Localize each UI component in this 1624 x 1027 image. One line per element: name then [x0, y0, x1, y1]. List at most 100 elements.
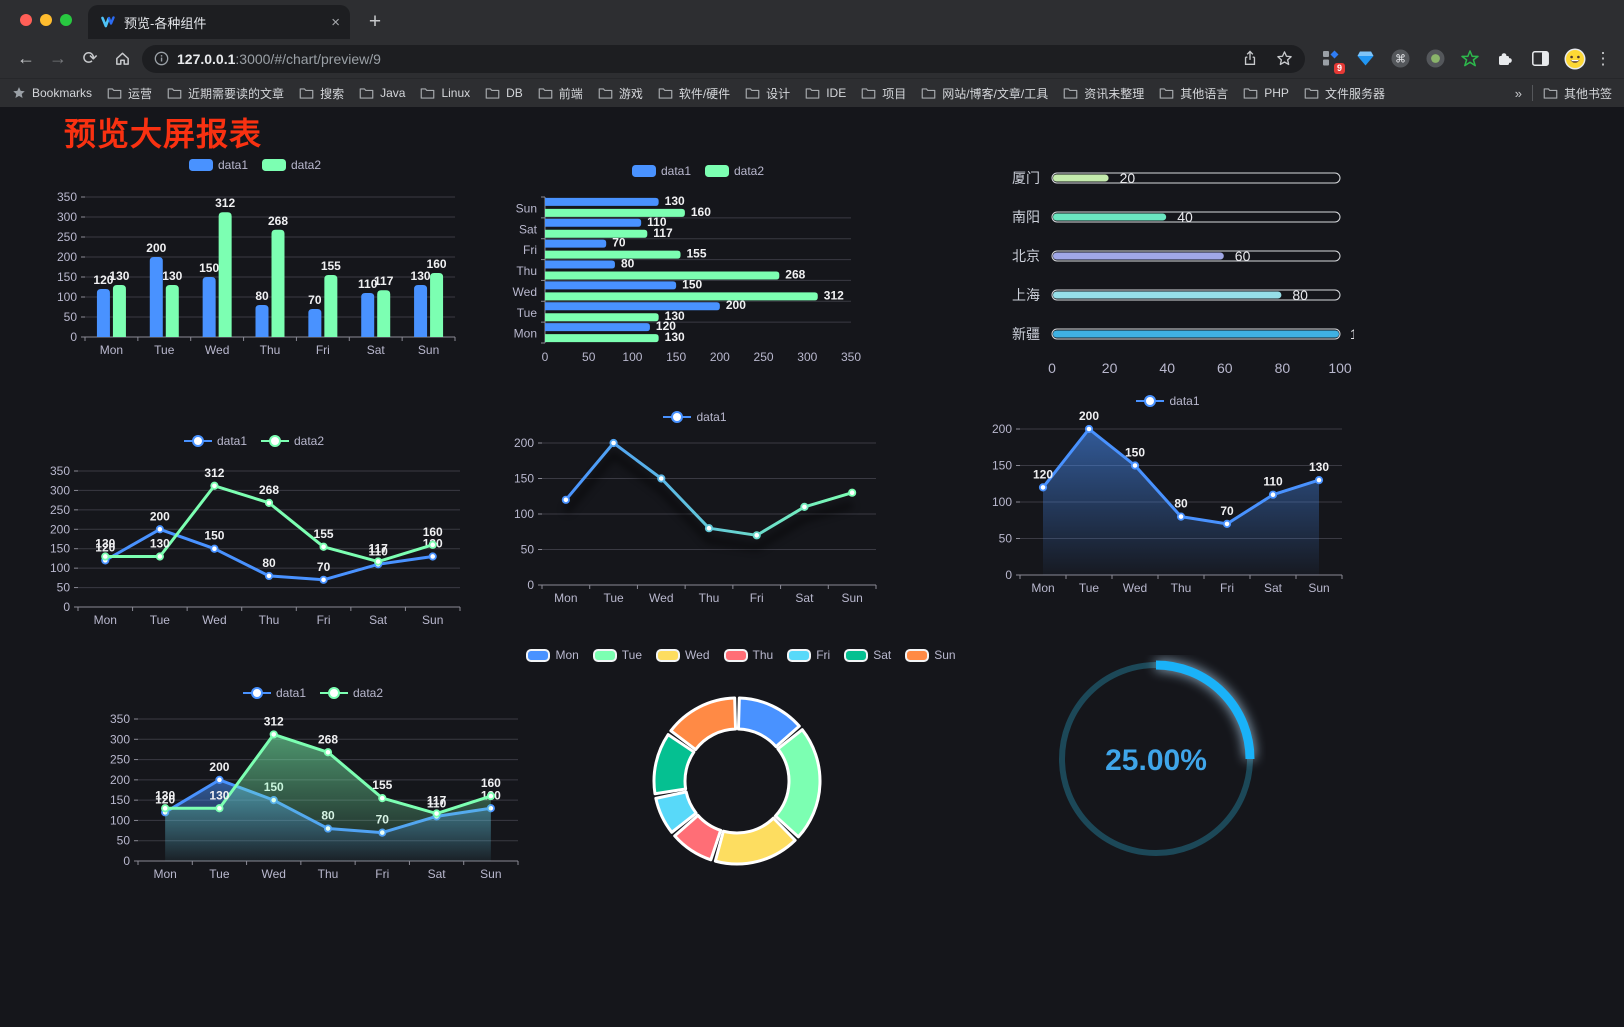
progress-fill-南阳[interactable]	[1053, 213, 1167, 221]
legend-item-Wed[interactable]: Wed	[656, 648, 710, 662]
gauge-canvas[interactable]: 25.00%	[1046, 655, 1266, 867]
point[interactable]	[264, 498, 274, 507]
legend-item-Fri[interactable]: Fri	[787, 648, 830, 662]
bar-vertical-chart[interactable]: data1 data2 0 50 100 150 200 250 300 350 Mon Tue Wed…	[45, 151, 465, 367]
series-data1[interactable]	[561, 438, 857, 551]
point[interactable]	[101, 552, 110, 561]
point[interactable]	[1268, 490, 1278, 499]
bookmark-folder[interactable]: 运营	[107, 85, 152, 102]
bookmark-folder[interactable]: 其他语言	[1159, 85, 1228, 102]
donut-chart[interactable]: Mon Tue Wed Thu Fri Sat Sun	[526, 641, 956, 881]
bar-data1[interactable]	[545, 302, 720, 311]
minimize-window-button[interactable]	[40, 14, 52, 26]
pie-slice-Sun[interactable]	[669, 696, 738, 752]
tab-close-icon[interactable]: ×	[331, 13, 340, 31]
line-gradient-canvas[interactable]: 0 50 100 150 200 Mon Tue Wed Thu Fri Sat Sun	[500, 401, 890, 621]
bar-data1[interactable]	[545, 239, 607, 248]
bookmark-folder[interactable]: 项目	[861, 85, 906, 102]
bar[interactable]	[324, 275, 338, 337]
forward-button[interactable]: →	[49, 48, 67, 68]
bar[interactable]	[149, 257, 163, 337]
point[interactable]	[264, 571, 274, 581]
point[interactable]	[323, 748, 333, 757]
legend-item-Thu[interactable]: Thu	[723, 648, 773, 662]
area-two-canvas[interactable]: 0 50 100 150 200 250 300 350 Mon Tue Wed Thu Fri Sat S…	[94, 679, 532, 895]
bar-data1[interactable]	[545, 218, 642, 227]
bar-horizontal-canvas[interactable]: 0 50 100 150 200 250 300 350 Sun Sat Fri Thu Wed Tue M…	[505, 155, 891, 371]
share-button[interactable]	[1237, 46, 1263, 72]
bar[interactable]	[377, 290, 391, 337]
bookmark-folder[interactable]: 近期需要读的文章	[167, 85, 284, 102]
bar-data1[interactable]	[545, 260, 615, 269]
extension-tabgrid-icon[interactable]: 9	[1317, 46, 1345, 74]
pie-slice-Sat[interactable]	[652, 733, 696, 796]
bookmark-folder[interactable]: DB	[485, 86, 523, 100]
bar-data2[interactable]	[545, 250, 681, 259]
area-single-chart[interactable]: data1 0 50 100 150 200 Mon Tue Wed Thu Fri Sat Sun 12…	[980, 391, 1356, 607]
donut-canvas[interactable]	[545, 641, 937, 881]
extension-gem-icon[interactable]	[1352, 46, 1378, 72]
point[interactable]	[800, 502, 809, 512]
bookmark-folder[interactable]: Linux	[420, 86, 470, 100]
browser-tab[interactable]: 预览-各种组件 ×	[88, 5, 350, 39]
legend-item-data2[interactable]: data2	[262, 158, 321, 172]
bar-data1[interactable]	[545, 323, 650, 332]
point[interactable]	[657, 474, 666, 483]
point[interactable]	[1130, 461, 1140, 470]
progress-fill-北京[interactable]	[1053, 252, 1224, 260]
bar[interactable]	[414, 285, 428, 337]
bookmark-folder[interactable]: 文件服务器	[1304, 85, 1385, 102]
back-button[interactable]: ←	[17, 48, 35, 68]
point[interactable]	[428, 552, 437, 561]
bookmark-folder[interactable]: 搜索	[299, 85, 344, 102]
line-gradient-chart[interactable]: data1 0 50 100 150 200 Mon Tue Wed Thu Fri Sat Sun	[500, 401, 890, 621]
point[interactable]	[215, 804, 224, 813]
legend-item-data1[interactable]: data1	[631, 164, 691, 178]
progress-chart[interactable]: 厦门 20 南阳 40 北京 60 上海 80 新疆 100 0 20 40 60 80 100	[988, 159, 1374, 393]
point[interactable]	[609, 438, 618, 448]
pie-slice-Fri[interactable]	[654, 790, 698, 834]
series-data1[interactable]: 120 200 150 80 70 110 130	[95, 509, 443, 584]
bookmark-folder[interactable]: IDE	[805, 86, 846, 100]
other-bookmarks[interactable]: 其他书签	[1543, 85, 1612, 102]
legend-item-data2[interactable]: data2	[320, 686, 383, 700]
point[interactable]	[155, 552, 164, 561]
point[interactable]	[155, 525, 164, 534]
progress-fill-新疆[interactable]	[1053, 330, 1339, 338]
reload-button[interactable]: ⟳	[82, 48, 98, 68]
series-data2[interactable]: 130 130 312 268 155 117 160	[155, 714, 501, 861]
point[interactable]	[319, 575, 328, 584]
bar[interactable]	[308, 309, 322, 337]
point[interactable]	[432, 809, 441, 818]
point[interactable]	[378, 794, 387, 803]
pie-slice-Thu[interactable]	[673, 813, 723, 862]
bar-data2[interactable]	[545, 313, 659, 322]
pie-slice-Wed[interactable]	[713, 816, 797, 866]
extension-puzzle-icon[interactable]	[1492, 46, 1518, 72]
point[interactable]	[374, 557, 383, 566]
home-button[interactable]	[106, 43, 138, 75]
gauge-chart[interactable]: 25.00%	[1046, 655, 1266, 867]
bar[interactable]	[255, 305, 269, 337]
new-tab-button[interactable]: +	[368, 10, 382, 33]
series-data1[interactable]: 120 200 150 80 70 110 130	[1033, 409, 1329, 575]
legend-item-data1[interactable]: data1	[1136, 394, 1200, 408]
point[interactable]	[704, 524, 714, 533]
point[interactable]	[161, 804, 170, 813]
point[interactable]	[1084, 424, 1094, 434]
legend-item-data1[interactable]: data1	[183, 434, 247, 448]
sidebar-toggle-icon[interactable]	[1527, 46, 1553, 72]
bar-data2[interactable]	[545, 229, 648, 238]
point[interactable]	[319, 542, 328, 551]
maximize-window-button[interactable]	[60, 14, 72, 26]
legend-item-Sat[interactable]: Sat	[844, 648, 891, 662]
close-window-button[interactable]	[20, 14, 32, 26]
legend-item-Sun[interactable]: Sun	[905, 648, 956, 662]
point[interactable]	[1038, 483, 1048, 492]
bar-data2[interactable]	[545, 334, 659, 343]
point[interactable]	[561, 495, 570, 504]
point[interactable]	[1314, 476, 1324, 485]
bar-data2[interactable]	[545, 271, 780, 280]
series-data2[interactable]: 130 130 312 268 155 117 160	[95, 466, 443, 566]
